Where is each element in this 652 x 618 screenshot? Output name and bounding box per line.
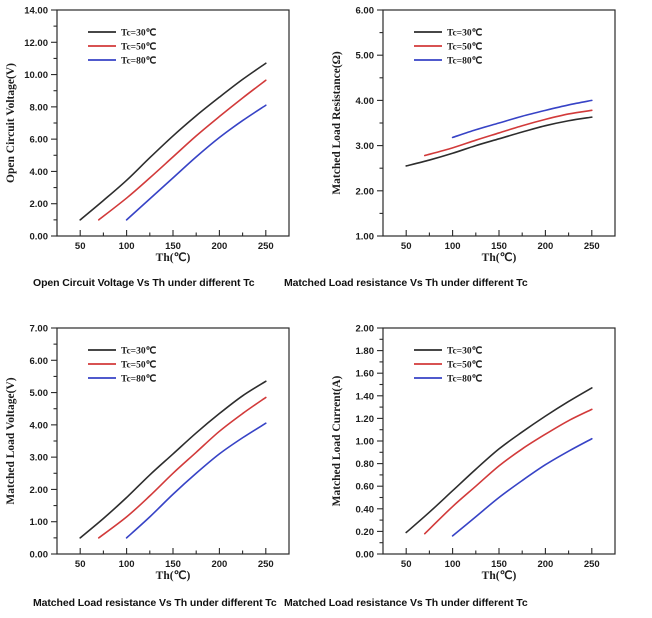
svg-text:Tc=80℃: Tc=80℃ (121, 374, 157, 385)
svg-text:3.00: 3.00 (30, 453, 49, 464)
chart-open-circuit-voltage: 0.00 2.00 4.00 6.00 8.00 10.00 12.00 14.00 50 100… (5, 6, 290, 264)
caption-open-circuit-voltage: Open Circuit Voltage Vs Th under differe… (33, 277, 255, 289)
svg-text:150: 150 (491, 559, 507, 570)
svg-text:2.00: 2.00 (356, 186, 375, 197)
svg-text:50: 50 (401, 241, 412, 252)
chart-matched-load-current: 0.00 0.20 0.40 0.60 0.80 1.00 1.20 1.40 1.60 1.80… (331, 324, 616, 582)
svg-text:100: 100 (119, 559, 135, 570)
svg-text:2.00: 2.00 (356, 324, 375, 335)
svg-text:0.20: 0.20 (356, 527, 375, 538)
svg-text:150: 150 (491, 241, 507, 252)
svg-text:150: 150 (165, 241, 181, 252)
svg-text:50: 50 (75, 559, 86, 570)
svg-text:1.80: 1.80 (356, 346, 375, 357)
svg-text:250: 250 (584, 559, 600, 570)
svg-text:0.00: 0.00 (356, 550, 375, 561)
svg-text:5.00: 5.00 (30, 388, 49, 399)
svg-text:Tc=50℃: Tc=50℃ (121, 360, 157, 371)
svg-text:10.00: 10.00 (24, 70, 48, 81)
svg-text:200: 200 (211, 559, 227, 570)
svg-text:250: 250 (584, 241, 600, 252)
svg-text:1.00: 1.00 (356, 232, 375, 243)
svg-text:Th(℃): Th(℃) (156, 251, 191, 264)
svg-text:0.00: 0.00 (30, 550, 49, 561)
svg-text:3.00: 3.00 (356, 141, 375, 152)
svg-text:Th(℃): Th(℃) (482, 569, 517, 582)
svg-text:0.80: 0.80 (356, 459, 375, 470)
svg-text:1.00: 1.00 (356, 437, 375, 448)
svg-text:Tc=80℃: Tc=80℃ (447, 374, 483, 385)
svg-text:6.00: 6.00 (356, 6, 375, 17)
svg-text:Matched Load Resistance(Ω): Matched Load Resistance(Ω) (331, 51, 343, 195)
svg-text:200: 200 (537, 241, 553, 252)
svg-text:4.00: 4.00 (30, 420, 49, 431)
svg-text:200: 200 (211, 241, 227, 252)
svg-text:100: 100 (445, 559, 461, 570)
caption-matched-load-voltage: Matched Load resistance Vs Th under diff… (33, 597, 277, 609)
svg-text:Matched Load Voltage(V): Matched Load Voltage(V) (5, 377, 17, 504)
svg-text:150: 150 (165, 559, 181, 570)
svg-text:2.00: 2.00 (30, 485, 49, 496)
svg-text:6.00: 6.00 (30, 135, 49, 146)
svg-text:4.00: 4.00 (356, 96, 375, 107)
svg-text:5.00: 5.00 (356, 51, 375, 62)
svg-text:Tc=30℃: Tc=30℃ (121, 28, 157, 39)
svg-text:250: 250 (258, 241, 274, 252)
svg-text:Matched Load Current(A): Matched Load Current(A) (331, 375, 343, 506)
svg-text:1.00: 1.00 (30, 517, 49, 528)
svg-text:1.40: 1.40 (356, 391, 375, 402)
svg-text:Tc=80℃: Tc=80℃ (121, 56, 157, 67)
svg-text:Tc=50℃: Tc=50℃ (121, 42, 157, 53)
svg-text:Tc=30℃: Tc=30℃ (447, 28, 483, 39)
svg-text:6.00: 6.00 (30, 356, 49, 367)
svg-text:Tc=30℃: Tc=30℃ (447, 346, 483, 357)
caption-matched-load-resistance: Matched Load resistance Vs Th under diff… (284, 277, 528, 289)
svg-text:8.00: 8.00 (30, 102, 49, 113)
svg-text:14.00: 14.00 (24, 6, 48, 17)
svg-text:Tc=50℃: Tc=50℃ (447, 42, 483, 53)
svg-text:Tc=50℃: Tc=50℃ (447, 360, 483, 371)
svg-text:50: 50 (401, 559, 412, 570)
svg-text:1.60: 1.60 (356, 369, 375, 380)
svg-text:50: 50 (75, 241, 86, 252)
chart-matched-load-resistance: 1.00 2.00 3.00 4.00 5.00 6.00 50 100 150 200 250 Tc… (331, 6, 616, 264)
svg-text:Tc=80℃: Tc=80℃ (447, 56, 483, 67)
svg-text:12.00: 12.00 (24, 38, 48, 49)
chart-matched-load-voltage: 0.00 1.00 2.00 3.00 4.00 5.00 6.00 7.00 50 100 150… (5, 324, 290, 582)
svg-text:0.40: 0.40 (356, 504, 375, 515)
svg-text:Tc=30℃: Tc=30℃ (121, 346, 157, 357)
svg-text:Th(℃): Th(℃) (482, 251, 517, 264)
svg-text:4.00: 4.00 (30, 167, 49, 178)
svg-text:2.00: 2.00 (30, 199, 49, 210)
svg-text:7.00: 7.00 (30, 324, 49, 335)
svg-text:Open Circuit Voltage(V): Open Circuit Voltage(V) (5, 63, 17, 183)
svg-text:100: 100 (119, 241, 135, 252)
svg-text:100: 100 (445, 241, 461, 252)
svg-text:250: 250 (258, 559, 274, 570)
svg-text:0.60: 0.60 (356, 482, 375, 493)
svg-text:200: 200 (537, 559, 553, 570)
caption-matched-load-current: Matched Load resistance Vs Th under diff… (284, 597, 528, 609)
svg-text:Th(℃): Th(℃) (156, 569, 191, 582)
svg-text:1.20: 1.20 (356, 414, 375, 425)
svg-text:0.00: 0.00 (30, 232, 49, 243)
